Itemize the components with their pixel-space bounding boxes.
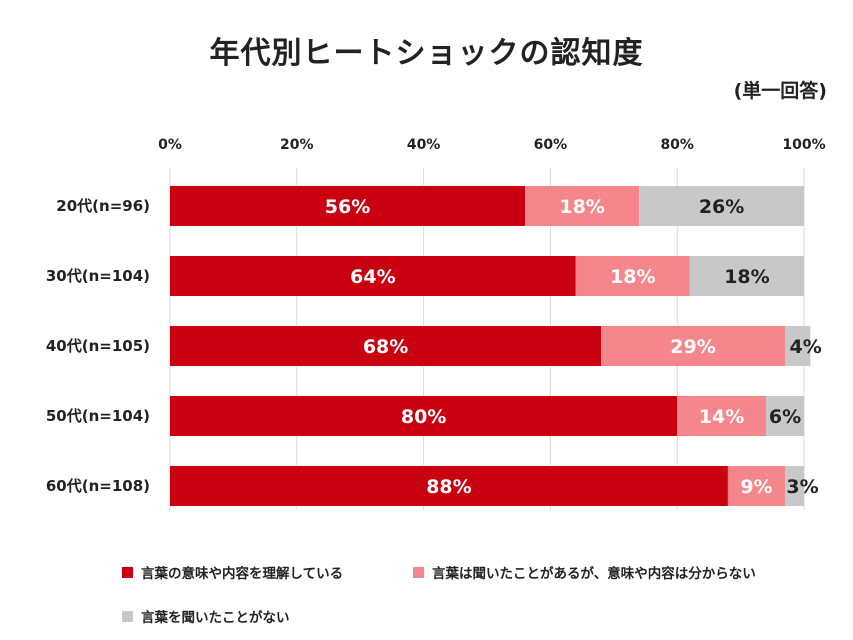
data-label: 56% [325,196,370,218]
category-label: 30代(n=104) [46,267,150,285]
category-label: 50代(n=104) [46,407,150,425]
bar-segment [170,396,678,436]
legend-label: 言葉を聞いたことがない [141,610,290,626]
legend-swatch [413,566,424,578]
x-tick-label: 0% [158,137,182,153]
bar-segment [784,466,804,506]
bar-segment [170,326,602,366]
x-tick-label: 60% [534,137,568,153]
legend-item-understand: 言葉の意味や内容を理解している [122,562,343,582]
bar-segment [765,396,804,436]
bar-segment [689,256,804,296]
bar-segment [784,326,811,366]
bar-segment [170,256,576,296]
bar-segment [601,326,785,366]
data-label: 18% [610,266,655,288]
legend-swatch [122,566,133,578]
data-label: 64% [350,266,395,288]
data-label: 68% [363,336,408,358]
category-label: 20代(n=96) [56,197,150,215]
bar-segment [525,186,640,226]
chart-title: 年代別ヒートショックの認知度 [209,36,644,71]
bar-segment [639,186,804,226]
chart-subtitle: (単一回答) [733,80,827,102]
legend-swatch [122,610,133,622]
category-label: 60代(n=108) [46,477,150,495]
data-label: 80% [401,406,446,428]
legend-label: 言葉の意味や内容を理解している [141,566,344,582]
data-label: 18% [559,196,604,218]
bar-segment [677,396,766,436]
x-tick-label: 80% [660,137,694,153]
legend-item-never-heard: 言葉を聞いたことがない [122,606,290,626]
x-tick-label: 40% [407,137,441,153]
data-label: 29% [670,336,715,358]
category-label: 40代(n=105) [46,337,150,355]
x-tick-label: 20% [280,137,314,153]
legend-item-heard: 言葉は聞いたことがあるが、意味や内容は分からない [413,562,756,582]
data-label: 26% [699,196,744,218]
bar-segment [727,466,785,506]
data-label: 3% [786,476,818,498]
legend-label: 言葉は聞いたことがあるが、意味や内容は分からない [432,566,756,582]
bar-segment [170,466,728,506]
data-label: 9% [740,476,772,498]
data-label: 4% [790,336,822,358]
bar-segment [575,256,690,296]
bar-segment [170,186,526,226]
data-label: 18% [724,266,769,288]
data-label: 6% [769,406,801,428]
x-tick-label: 100% [782,137,825,153]
data-label: 14% [699,406,744,428]
data-label: 88% [426,476,471,498]
